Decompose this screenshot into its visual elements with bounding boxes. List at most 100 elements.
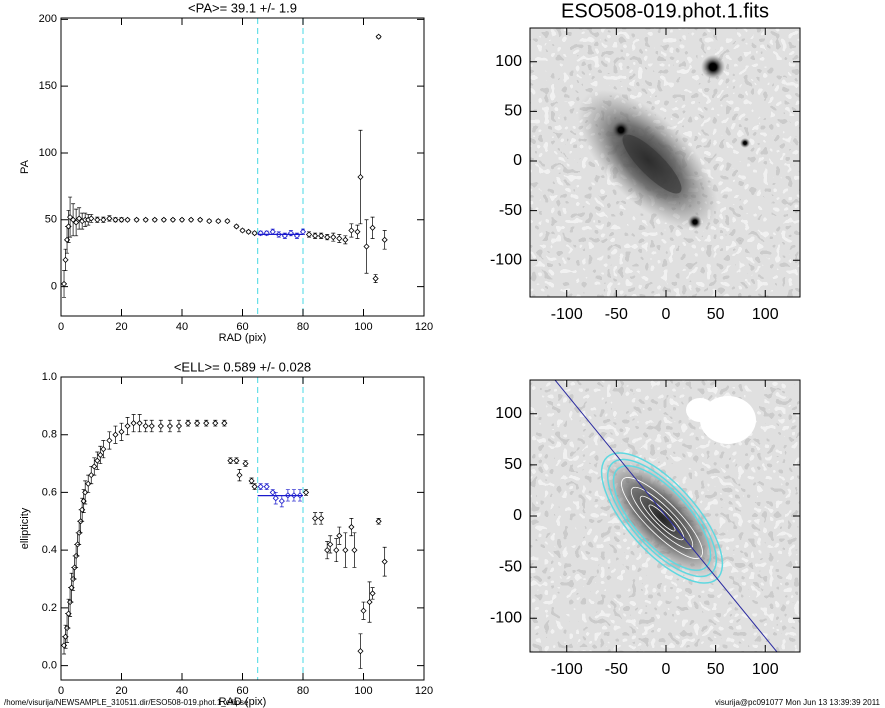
data-point — [269, 489, 276, 496]
data-point — [124, 422, 131, 430]
data-point — [381, 558, 388, 565]
data-point — [336, 235, 343, 242]
y-tick-label: 0.8 — [42, 429, 57, 441]
x-tick-label: 60 — [236, 685, 248, 697]
data-point — [312, 232, 319, 239]
data-point — [88, 215, 95, 222]
data-point — [342, 547, 349, 554]
y-tick-label: 0 — [513, 152, 522, 169]
data-point — [351, 547, 358, 554]
data-point — [330, 234, 337, 241]
data-point — [203, 420, 210, 427]
y-tick-label: -50 — [499, 558, 522, 575]
y-tick-label: 100 — [495, 405, 522, 422]
data-point — [94, 457, 101, 464]
x-tick-label: -50 — [605, 306, 628, 323]
footer-left: /home/visurija/NEWSAMPLE_310511.dir/ESO5… — [4, 698, 249, 707]
data-point — [106, 215, 113, 222]
y-tick-label: 200 — [39, 13, 57, 25]
data-point — [76, 215, 83, 222]
footer-right: visurija@pc091077 Mon Jun 13 13:39:39 20… — [715, 698, 881, 707]
data-point — [227, 457, 234, 464]
data-point — [327, 541, 334, 548]
data-point — [91, 463, 98, 470]
data-point — [257, 230, 264, 237]
data-point — [363, 243, 370, 250]
x-tick-label: 100 — [752, 306, 779, 323]
x-tick-label: 0 — [662, 306, 671, 323]
data-point — [278, 498, 285, 505]
y-tick-label: -100 — [490, 609, 522, 626]
data-point — [100, 446, 107, 453]
data-point — [206, 218, 213, 225]
data-point — [251, 230, 258, 237]
data-point — [287, 230, 294, 237]
x-tick-label: 60 — [236, 321, 248, 333]
data-point — [169, 216, 176, 223]
data-point — [375, 518, 382, 525]
data-point — [236, 472, 243, 479]
x-tick-label: 100 — [354, 321, 372, 333]
y-tick-label: 0.4 — [42, 544, 57, 556]
data-point — [299, 228, 307, 235]
data-point — [242, 460, 249, 467]
data-point — [221, 420, 228, 427]
data-point — [348, 227, 355, 234]
data-point — [360, 607, 367, 614]
y-tick-label: 50 — [504, 456, 522, 473]
data-point — [248, 477, 255, 484]
data-point — [197, 216, 204, 223]
data-point — [151, 216, 158, 223]
data-point — [239, 227, 246, 234]
y-tick-label: 1.0 — [42, 371, 57, 383]
data-point — [73, 219, 80, 226]
data-point — [357, 648, 364, 655]
data-point — [263, 230, 270, 237]
x-tick-label: 20 — [115, 685, 127, 697]
x-tick-label: 40 — [176, 685, 188, 697]
data-point — [354, 228, 361, 235]
data-point — [245, 228, 252, 235]
data-point — [369, 590, 376, 597]
data-point — [212, 420, 219, 427]
x-axis-label: RAD (pix) — [219, 696, 267, 708]
data-point — [269, 228, 276, 235]
y-tick-label: 0.2 — [42, 602, 57, 614]
x-tick-label: 80 — [297, 685, 309, 697]
data-point — [318, 515, 325, 522]
data-point — [124, 216, 131, 223]
data-point — [118, 428, 125, 435]
x-tick-label: 120 — [415, 321, 433, 333]
data-point — [336, 532, 343, 539]
x-tick-label: -100 — [551, 306, 583, 323]
x-tick-label: 100 — [752, 661, 779, 678]
data-point — [100, 216, 107, 223]
data-point — [381, 236, 388, 243]
data-point — [324, 547, 331, 554]
y-tick-label: 100 — [495, 53, 522, 70]
data-point — [112, 431, 119, 438]
data-point — [369, 224, 376, 231]
x-tick-label: 50 — [707, 306, 725, 323]
x-tick-label: 50 — [707, 661, 725, 678]
x-tick-label: 0 — [58, 685, 64, 697]
x-tick-label: 0 — [58, 321, 64, 333]
data-point — [85, 480, 92, 487]
x-tick-label: 20 — [115, 321, 127, 333]
y-tick-label: 0 — [51, 281, 57, 293]
data-point — [357, 173, 364, 181]
data-point — [318, 232, 325, 239]
data-point — [263, 483, 270, 490]
model-image — [530, 380, 800, 652]
x-tick-label: 100 — [354, 685, 372, 697]
data-point — [130, 420, 137, 427]
x-tick-label: 80 — [297, 321, 309, 333]
data-point — [82, 489, 89, 496]
data-point — [175, 422, 183, 430]
data-point — [94, 216, 101, 223]
data-point — [324, 234, 331, 241]
y-tick-label: 0.0 — [42, 659, 57, 671]
data-point — [88, 472, 95, 479]
x-tick-label: 120 — [415, 685, 433, 697]
